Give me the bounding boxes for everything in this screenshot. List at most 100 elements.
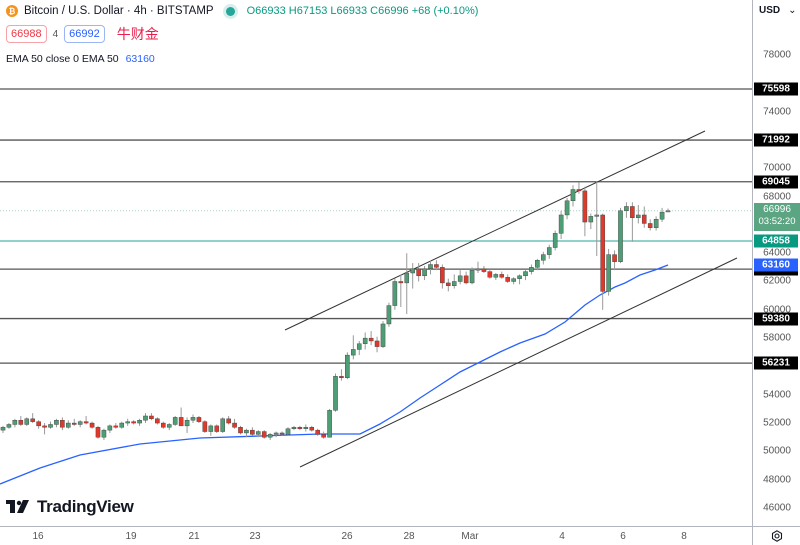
time-axis[interactable]: 16 19 21 23 26 28 Mar 4 6 8: [0, 526, 752, 545]
price-axis[interactable]: USD ⌄ 4600048000500005200054000560005800…: [752, 0, 800, 526]
candle-down: [582, 190, 588, 223]
candle-up: [636, 214, 641, 218]
ohlc-values: O66933 H67153 L66933 C66996 +68 (+0.10%): [246, 5, 479, 17]
candle-up: [653, 219, 659, 228]
candle-up: [523, 271, 528, 277]
chart-plot-area[interactable]: ₿ Bitcoin / U.S. Dollar · 4h · BITSTAMP …: [0, 0, 752, 526]
bitcoin-icon: ₿: [6, 5, 18, 17]
tradingview-logo-text: TradingView: [37, 497, 134, 516]
candle-up: [380, 323, 386, 347]
candle-down: [226, 418, 231, 424]
current-price-value: 66996: [763, 203, 791, 215]
candle-up: [24, 418, 30, 425]
price-tick-label: 60000: [763, 304, 791, 316]
candle-up: [48, 424, 53, 428]
candle-up: [285, 428, 291, 435]
level-price-tag: 59380: [754, 312, 798, 326]
price-tick-label: 62000: [763, 275, 791, 287]
spread-value: 4: [52, 28, 59, 40]
symbol-title[interactable]: Bitcoin / U.S. Dollar · 4h · BITSTAMP: [24, 5, 214, 17]
candle-down: [630, 206, 635, 218]
ema-line: [0, 264, 669, 485]
candle-up: [345, 354, 350, 378]
candle-down: [641, 214, 647, 224]
candle-up: [386, 305, 392, 325]
candle-down: [463, 275, 469, 284]
candle-down: [315, 429, 320, 435]
candle-down: [178, 417, 184, 427]
channel-upper-line: [284, 130, 706, 331]
candle-down: [161, 422, 166, 428]
candle-up: [356, 343, 362, 350]
candle-down: [309, 427, 315, 431]
gear-icon: [771, 530, 783, 542]
candle-up: [244, 429, 249, 434]
candle-down: [339, 376, 344, 378]
candle-up: [517, 275, 522, 279]
time-tick-label: 6: [620, 531, 626, 542]
candle-down: [481, 268, 487, 272]
currency-label: USD: [759, 5, 781, 16]
candle-down: [279, 432, 285, 435]
candle-down: [131, 421, 136, 424]
tradingview-logo[interactable]: TradingView: [6, 497, 134, 517]
candle-down: [71, 422, 77, 425]
candle-up: [166, 424, 172, 428]
candle-up: [12, 420, 18, 425]
candle-down: [89, 422, 95, 428]
candle-down: [250, 429, 255, 435]
price-tick-label: 64000: [763, 247, 791, 259]
candle-up: [273, 432, 279, 435]
buy-price-button[interactable]: 66992: [64, 25, 105, 43]
candle-up: [351, 349, 356, 356]
candle-up: [143, 415, 148, 421]
candle-up: [6, 424, 12, 428]
price-tick-label: 78000: [763, 49, 791, 61]
candle-up: [291, 427, 297, 429]
candle-up: [208, 425, 214, 432]
candle-down: [196, 417, 202, 422]
price-tick-label: 50000: [763, 445, 791, 457]
candle-up: [256, 431, 261, 435]
indicator-value: 63160: [125, 53, 155, 65]
candle-up: [535, 260, 540, 268]
bar-countdown: 03:52:20: [758, 215, 796, 227]
candle-up: [190, 417, 196, 421]
candle-down: [440, 267, 445, 284]
chart-canvas[interactable]: [0, 0, 752, 526]
indicator-legend[interactable]: EMA 50 close 0 EMA 50 63160: [6, 53, 155, 65]
time-tick-label: 4: [559, 531, 565, 542]
candle-up: [107, 425, 113, 431]
candle-down: [149, 415, 154, 420]
candle-down: [238, 427, 243, 434]
candle-down: [232, 422, 237, 428]
candle-up: [267, 434, 273, 438]
candle-down: [155, 418, 160, 424]
trade-buttons: 66988 4 66992 牛财金: [6, 24, 159, 44]
candle-down: [416, 268, 421, 277]
time-tick-label: 21: [188, 531, 200, 542]
indicator-label: EMA 50 close 0 EMA 50: [6, 53, 119, 65]
candle-down: [113, 425, 119, 428]
candle-up: [54, 420, 59, 425]
candle-down: [647, 223, 653, 228]
candle-down: [434, 264, 439, 268]
level-price-tag: 56231: [754, 356, 798, 370]
sell-price-button[interactable]: 66988: [6, 25, 47, 43]
price-tick-label: 58000: [763, 332, 791, 344]
candle-up: [0, 427, 6, 431]
candle-up: [529, 267, 534, 272]
chart-settings-button[interactable]: [752, 526, 800, 545]
time-tick-label: 28: [403, 531, 415, 542]
candle-up: [558, 214, 564, 234]
currency-selector[interactable]: USD ⌄: [759, 5, 797, 16]
candle-up: [552, 233, 558, 248]
candle-up: [101, 429, 107, 438]
candle-up: [77, 421, 83, 425]
time-tick-label: 8: [681, 531, 687, 542]
candle-down: [202, 421, 208, 432]
candle-up: [220, 418, 225, 432]
current-price-tag: 66996 03:52:20: [754, 202, 800, 231]
candle-up: [451, 281, 457, 286]
candle-down: [321, 434, 326, 438]
